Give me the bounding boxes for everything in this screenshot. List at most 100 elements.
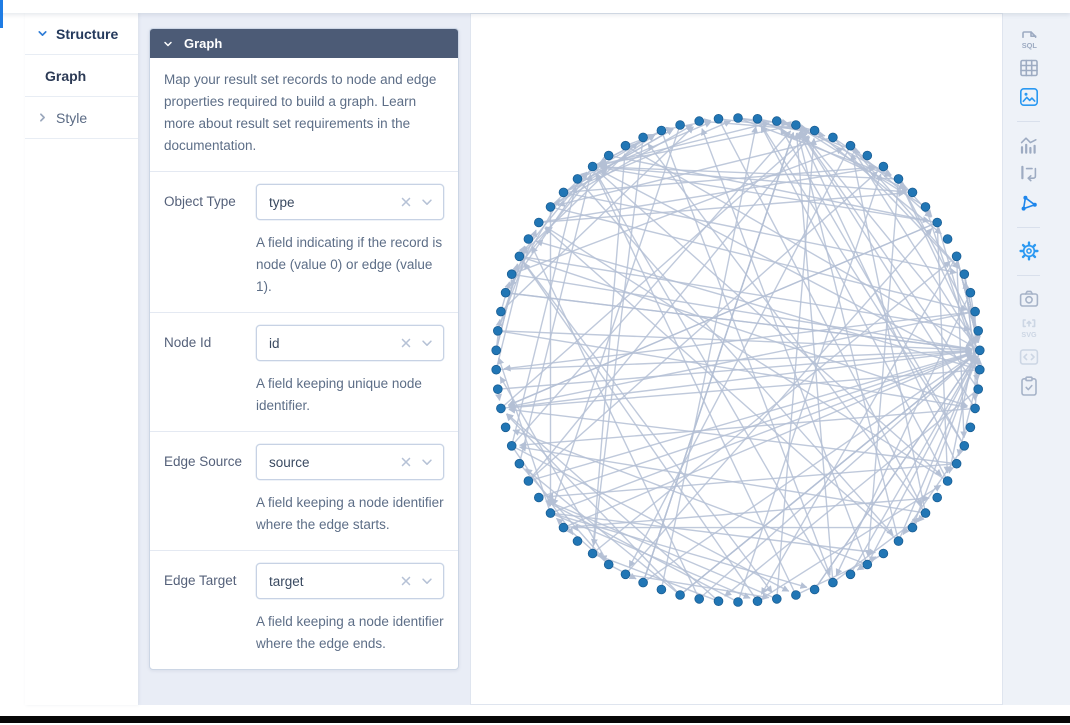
graph-node[interactable] [603,559,614,570]
graph-node[interactable] [965,422,976,433]
graph-node[interactable] [907,187,918,198]
graph-node[interactable] [893,174,904,184]
graph-node[interactable] [845,140,856,151]
graph-node[interactable] [675,590,685,600]
clear-icon[interactable] [399,195,413,209]
graph-node[interactable] [587,548,598,559]
visualization-view-icon[interactable] [1017,85,1041,110]
graph-section-header[interactable]: Graph [150,29,458,58]
graph-node[interactable] [534,492,544,503]
graph-node[interactable] [920,202,931,212]
graph-node[interactable] [932,217,943,228]
graph-node[interactable] [496,306,506,317]
clear-icon[interactable] [399,574,413,588]
chart-type-icon[interactable] [1017,133,1041,158]
clear-icon[interactable] [399,455,413,469]
graph-node[interactable] [973,384,984,395]
graph-node[interactable] [558,187,569,198]
graph-node[interactable] [713,114,724,124]
graph-node[interactable] [694,116,705,126]
graph-node[interactable] [920,508,931,518]
table-view-icon[interactable] [1017,56,1041,81]
graph-node[interactable] [974,364,985,375]
graph-node[interactable] [733,113,743,123]
graph-node[interactable] [545,508,556,518]
graph-node[interactable] [974,345,985,356]
sidebar-item-style[interactable]: Style [25,97,138,139]
graph-node[interactable] [572,536,583,546]
graph-node[interactable] [506,440,517,451]
object-type-select[interactable]: type [256,184,444,220]
settings-gear-icon[interactable] [1017,239,1041,264]
graph-node[interactable] [791,590,801,600]
sidebar-item-structure[interactable]: Structure [25,13,138,55]
graph-node[interactable] [845,569,856,580]
graph-node[interactable] [500,422,511,433]
graph-node[interactable] [694,594,705,604]
graph-node[interactable] [603,150,614,161]
sidebar-item-graph[interactable]: Graph [25,55,138,97]
graph-node[interactable] [970,403,980,414]
graph-node[interactable] [752,114,763,124]
chevron-down-icon[interactable] [420,195,434,209]
chevron-down-icon[interactable] [420,574,434,588]
graph-node[interactable] [878,161,889,172]
graph-node[interactable] [791,120,801,130]
export-code-icon[interactable] [1017,345,1041,370]
export-svg-icon[interactable]: SVG [1017,316,1041,341]
graph-node[interactable] [862,150,873,161]
graph-node[interactable] [492,325,503,336]
graph-type-icon[interactable] [1017,191,1041,216]
graph-node[interactable] [558,522,569,533]
graph-node[interactable] [492,384,503,395]
graph-node[interactable] [514,458,525,469]
graph-node[interactable] [545,202,556,212]
graph-node[interactable] [523,476,534,486]
graph-node[interactable] [828,132,838,143]
graph-node[interactable] [675,120,685,130]
graph-node[interactable] [951,458,962,469]
graph-node[interactable] [514,251,525,262]
graph-node[interactable] [771,594,782,604]
graph-node[interactable] [932,492,943,503]
graph-node[interactable] [959,440,970,451]
clear-icon[interactable] [399,336,413,350]
graph-node[interactable] [587,161,598,172]
graph-node[interactable] [959,269,970,280]
graph-node[interactable] [942,234,953,244]
graph-node[interactable] [965,287,976,298]
graph-node[interactable] [491,345,502,356]
graph-node[interactable] [500,287,511,298]
graph-node[interactable] [973,325,984,336]
graph-node[interactable] [572,174,583,184]
graph-node[interactable] [951,251,962,262]
graph-node[interactable] [942,476,953,486]
graph-node[interactable] [733,597,743,607]
chevron-down-icon[interactable] [420,336,434,350]
graph-node[interactable] [656,125,667,136]
report-clipboard-icon[interactable] [1017,374,1041,399]
flow-type-icon[interactable] [1017,162,1041,187]
graph-node[interactable] [828,577,838,588]
graph-node[interactable] [878,548,889,559]
graph-node[interactable] [638,577,648,588]
graph-nodes[interactable] [491,113,985,607]
graph-node[interactable] [496,403,506,414]
graph-node[interactable] [893,536,904,546]
sql-results-icon[interactable]: SQL [1017,27,1041,52]
graph-node[interactable] [752,596,763,606]
graph-node[interactable] [523,234,534,244]
graph-node[interactable] [970,306,980,317]
graph-node[interactable] [656,584,667,595]
graph-node[interactable] [862,559,873,570]
node-id-select[interactable]: id [256,325,444,361]
graph-node[interactable] [638,132,648,143]
graph-node[interactable] [491,364,502,375]
graph-node[interactable] [907,522,918,533]
edge-source-select[interactable]: source [256,444,444,480]
graph-node[interactable] [534,217,544,228]
chevron-down-icon[interactable] [420,455,434,469]
graph-node[interactable] [620,140,631,151]
graph-node[interactable] [809,584,820,595]
graph-node[interactable] [771,116,782,126]
